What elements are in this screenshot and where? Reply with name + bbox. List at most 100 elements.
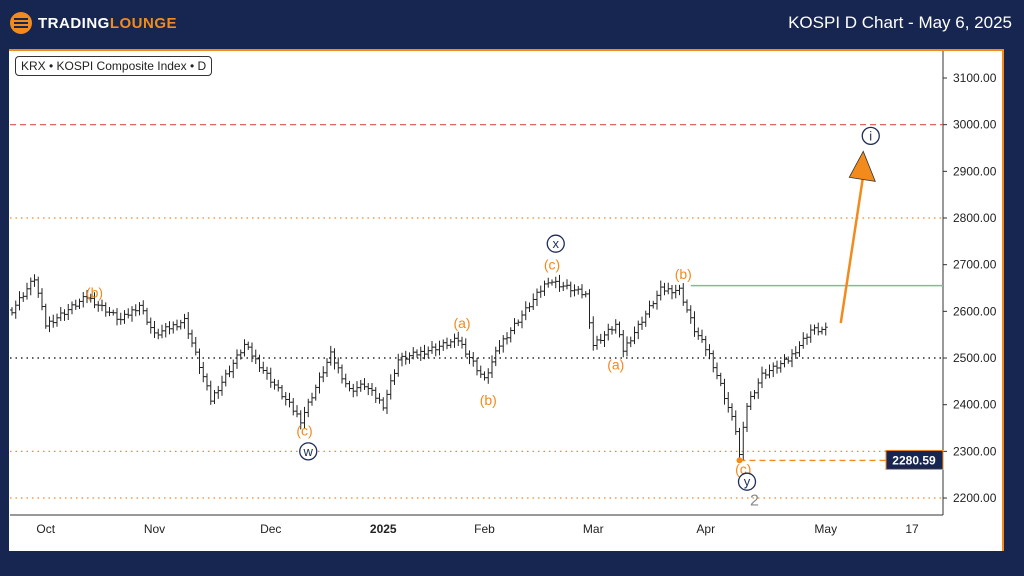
x-tick-label: Apr: [696, 522, 715, 536]
price-bar: [238, 349, 243, 360]
x-tick-label: Oct: [36, 522, 55, 536]
price-bar: [550, 279, 554, 286]
price-bar: [32, 274, 37, 287]
price-bar: [325, 358, 329, 377]
wave-circle-w: [299, 442, 318, 461]
price-bar: [407, 352, 412, 364]
price-bar: [242, 339, 247, 357]
x-tick-label: Feb: [474, 522, 495, 536]
price-bar: [715, 362, 719, 380]
price-bar: [643, 310, 648, 327]
price-bar: [760, 366, 764, 389]
price-bar: [216, 385, 221, 399]
wave-label-w: w: [303, 444, 314, 459]
price-bar: [568, 281, 573, 298]
price-bar: [598, 333, 603, 344]
price-bar: [553, 276, 558, 289]
price-bar: [632, 326, 637, 345]
price-bar: [538, 285, 543, 298]
price-bar: [497, 340, 502, 355]
price-bar: [681, 283, 686, 306]
price-bar: [10, 307, 14, 316]
price-bar: [283, 392, 288, 406]
symbol-label: KRX • KOSPI Composite Index • D: [15, 56, 213, 76]
price-bar: [208, 380, 213, 405]
price-bar: [606, 323, 611, 341]
logo-icon: [10, 12, 32, 34]
price-bar: [313, 384, 318, 401]
y-tick-label: 3100.00: [953, 71, 997, 85]
price-bar: [17, 291, 22, 311]
y-tick-label: 3000.00: [953, 118, 997, 132]
price-bar: [448, 339, 453, 349]
wave-label: 2: [750, 492, 759, 509]
price-bar: [610, 326, 614, 335]
price-bar: [58, 306, 63, 322]
price-bar: [636, 320, 641, 340]
x-tick-label: Dec: [260, 522, 281, 536]
price-bar: [70, 301, 74, 315]
price-bar: [786, 356, 791, 364]
wave-label: (a): [607, 357, 624, 373]
price-bar: [40, 288, 44, 311]
price-bar: [231, 359, 236, 379]
price-bar: [13, 300, 18, 319]
price-bar: [508, 327, 513, 343]
price-bar: [696, 327, 701, 340]
price-bar: [756, 378, 761, 399]
price-bar: [62, 309, 67, 321]
price-bar: [388, 374, 393, 400]
price-bar: [535, 288, 539, 307]
wave-circle-y: [737, 472, 757, 491]
price-bar: [137, 302, 142, 316]
price-bar: [718, 372, 723, 387]
price-bar: [92, 292, 97, 309]
price-bar: [197, 348, 202, 375]
price-bar: [677, 284, 682, 296]
price-bar: [467, 350, 472, 365]
price-bar: [133, 304, 138, 317]
price-bar: [295, 405, 299, 418]
price-bar: [531, 293, 536, 310]
price-bar: [580, 284, 584, 299]
chart-title: KOSPI D Chart - May 6, 2025: [788, 13, 1012, 32]
price-bar: [362, 378, 367, 391]
y-tick-label: 2800.00: [953, 211, 997, 225]
price-bar: [77, 298, 82, 309]
price-bar: [85, 290, 89, 304]
price-bar: [28, 277, 33, 296]
price-bar: [767, 364, 772, 379]
price-bar: [658, 280, 663, 301]
price-bar: [178, 319, 183, 330]
y-tick-label: 2900.00: [953, 164, 997, 178]
price-bar: [415, 349, 419, 358]
price-bar: [276, 379, 281, 392]
price-bar: [280, 384, 284, 400]
wave-label: (c): [296, 422, 312, 438]
price-bar: [291, 398, 296, 416]
price-bar: [298, 410, 303, 430]
price-bar: [310, 392, 314, 406]
price-bar: [700, 329, 704, 343]
chart-frame: [9, 49, 1004, 551]
price-bar: [156, 328, 161, 340]
price-bar: [523, 301, 528, 321]
y-tick-label: 2200.00: [953, 491, 997, 505]
y-tick-label: 2700.00: [953, 258, 997, 272]
wave-label: (c): [544, 257, 560, 273]
price-bar: [332, 348, 337, 370]
price-bar: [493, 346, 498, 367]
price-bar: [201, 361, 206, 383]
wave-label-x: x: [553, 236, 560, 251]
price-bar: [145, 307, 149, 326]
price-bar: [441, 339, 446, 351]
price-bar: [351, 383, 356, 398]
wave-circle-x: [546, 234, 565, 253]
price-bar: [36, 276, 41, 298]
price-bar: [370, 382, 374, 396]
price-bar: [816, 322, 821, 336]
price-bar: [628, 336, 633, 348]
price-bar: [666, 282, 671, 295]
price-bar: [246, 341, 251, 350]
